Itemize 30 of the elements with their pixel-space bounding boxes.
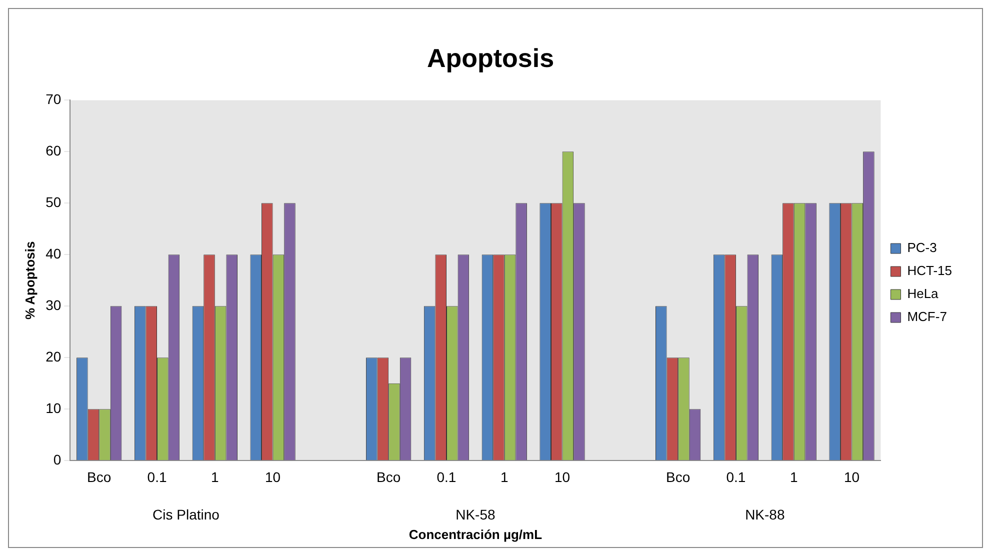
x-tick-label: Bco xyxy=(666,468,690,485)
x-tick-label: 0.1 xyxy=(726,468,746,485)
y-axis-title: % Apoptosis xyxy=(22,241,38,320)
x-tick-label: Bco xyxy=(87,468,112,485)
legend-label: PC-3 xyxy=(907,240,937,256)
x-tick-label: 1 xyxy=(790,468,798,485)
y-tick-label: 50 xyxy=(46,194,62,210)
x-tick-label: 0.1 xyxy=(436,468,456,485)
y-tick-label: 30 xyxy=(46,297,62,313)
x-tick-label: 10 xyxy=(265,468,281,485)
legend-label: MCF-7 xyxy=(907,309,947,324)
x-axis-title: Concentración µg/mL xyxy=(408,526,542,542)
x-tick-label: 0.1 xyxy=(147,468,167,485)
x-tick-label: 10 xyxy=(554,468,570,485)
legend-label: HCT-15 xyxy=(907,263,952,278)
x-tick-label: Bco xyxy=(376,468,401,485)
text: NK-88 xyxy=(745,506,785,522)
y-tick-label: 60 xyxy=(46,142,62,159)
text: Cis Platino xyxy=(152,506,220,522)
y-tick-label: 70 xyxy=(46,91,62,108)
y-tick-label: 10 xyxy=(46,400,62,416)
x-tick-label: 10 xyxy=(844,468,860,485)
x-tick-label: 1 xyxy=(500,468,508,485)
text: NK-58 xyxy=(456,506,496,522)
y-tick-label: 0 xyxy=(53,451,62,468)
chart-title: Apoptosis xyxy=(426,42,554,73)
y-tick-label: 20 xyxy=(46,348,62,364)
legend-label: HeLa xyxy=(907,286,940,302)
y-tick-label: 40 xyxy=(46,246,62,262)
x-tick-label: 1 xyxy=(211,468,220,485)
